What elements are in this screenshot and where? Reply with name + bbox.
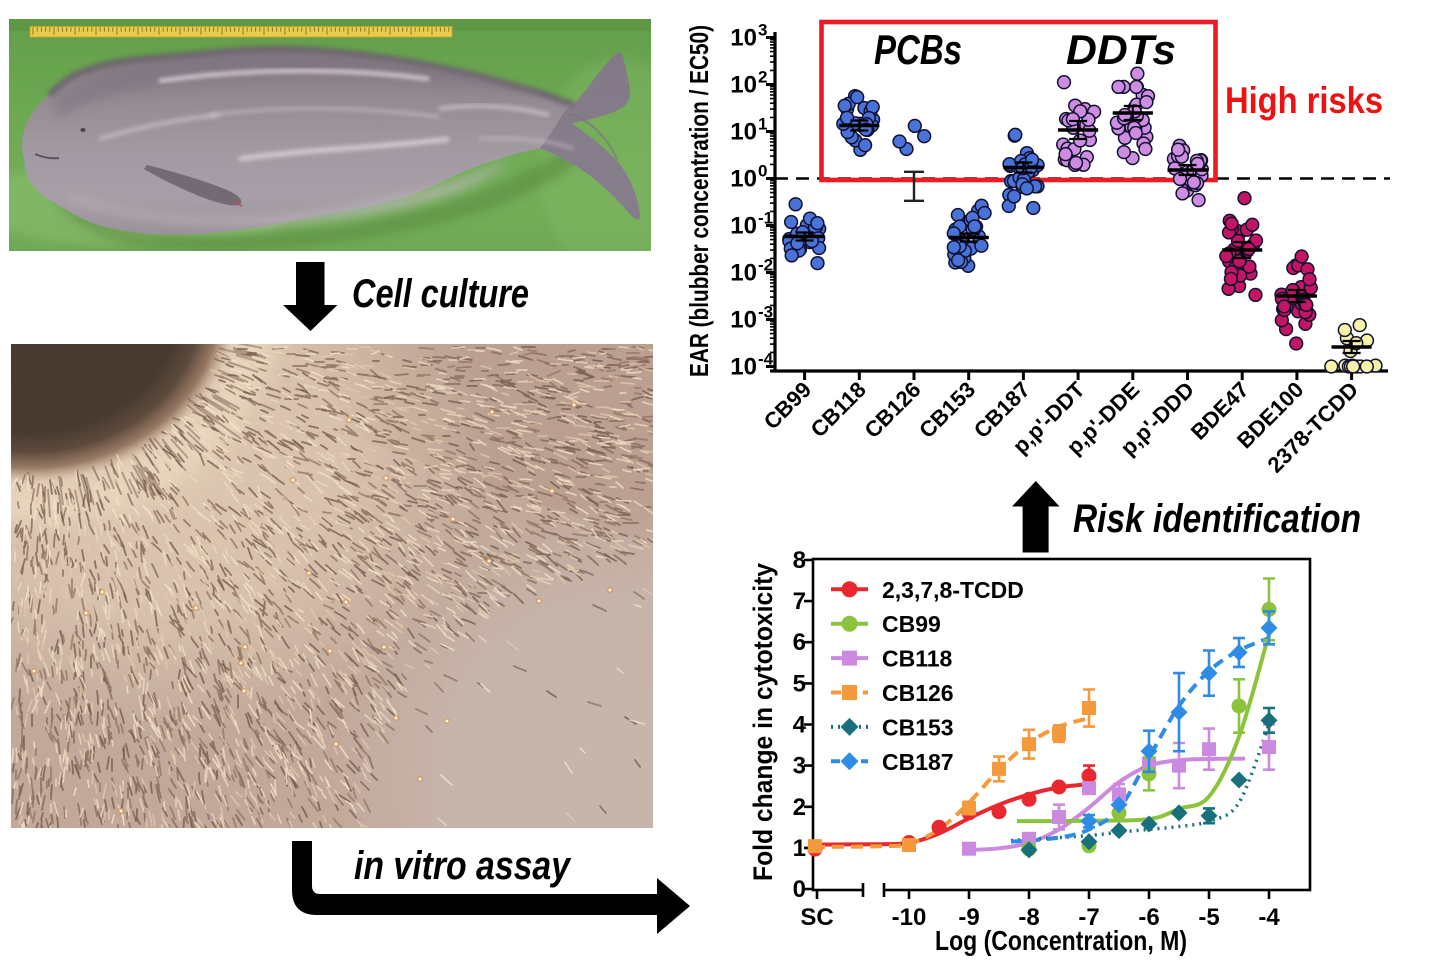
svg-text:2: 2 xyxy=(793,794,806,821)
svg-text:CB99: CB99 xyxy=(882,611,941,637)
svg-text:in vitro assay: in vitro assay xyxy=(354,844,571,888)
svg-text:CB187: CB187 xyxy=(882,749,954,775)
svg-text:CB126: CB126 xyxy=(882,680,954,706)
svg-text:1: 1 xyxy=(793,835,806,862)
svg-text:10: 10 xyxy=(730,119,757,146)
svg-text:-5: -5 xyxy=(1198,904,1219,931)
svg-text:EAR (blubber concentration / E: EAR (blubber concentration / EC50) xyxy=(684,25,714,377)
svg-text:-6: -6 xyxy=(1138,904,1159,931)
svg-text:PCBs: PCBs xyxy=(874,26,962,73)
svg-text:-4: -4 xyxy=(1258,904,1280,931)
svg-text:2,3,7,8-TCDD: 2,3,7,8-TCDD xyxy=(882,577,1024,603)
svg-text:-1: -1 xyxy=(758,209,773,228)
svg-text:0: 0 xyxy=(793,876,806,903)
svg-text:DDTs: DDTs xyxy=(1066,26,1176,73)
svg-text:Cell culture: Cell culture xyxy=(352,272,529,316)
svg-text:-8: -8 xyxy=(1018,904,1039,931)
svg-text:-2: -2 xyxy=(758,256,773,275)
svg-text:CB153: CB153 xyxy=(882,714,954,740)
svg-text:4: 4 xyxy=(793,712,807,739)
svg-text:10: 10 xyxy=(730,213,757,240)
svg-text:-9: -9 xyxy=(958,904,979,931)
svg-text:10: 10 xyxy=(730,25,757,52)
svg-text:0: 0 xyxy=(758,162,767,181)
svg-text:10: 10 xyxy=(730,260,757,287)
svg-text:High risks: High risks xyxy=(1225,80,1383,121)
svg-text:SC: SC xyxy=(800,904,833,931)
svg-text:10: 10 xyxy=(730,72,757,99)
svg-text:10: 10 xyxy=(730,307,757,334)
svg-text:8: 8 xyxy=(793,547,806,574)
svg-text:Log (Concentration, M): Log (Concentration, M) xyxy=(935,925,1187,956)
svg-text:10: 10 xyxy=(730,354,757,381)
svg-text:3: 3 xyxy=(758,21,767,40)
svg-text:5: 5 xyxy=(793,670,806,697)
svg-text:10: 10 xyxy=(730,166,757,193)
svg-text:CB118: CB118 xyxy=(882,646,953,672)
svg-text:-4: -4 xyxy=(758,350,774,369)
svg-text:1: 1 xyxy=(758,115,767,134)
svg-text:3: 3 xyxy=(793,753,806,780)
svg-text:Risk identification: Risk identification xyxy=(1073,497,1361,541)
svg-text:-10: -10 xyxy=(892,904,927,931)
svg-text:-7: -7 xyxy=(1078,904,1099,931)
svg-text:2: 2 xyxy=(758,68,767,87)
svg-text:7: 7 xyxy=(793,588,806,615)
svg-text:6: 6 xyxy=(793,629,806,656)
svg-text:-3: -3 xyxy=(758,303,773,322)
svg-text:Fold change in cytotoxicity: Fold change in cytotoxicity xyxy=(748,563,778,881)
